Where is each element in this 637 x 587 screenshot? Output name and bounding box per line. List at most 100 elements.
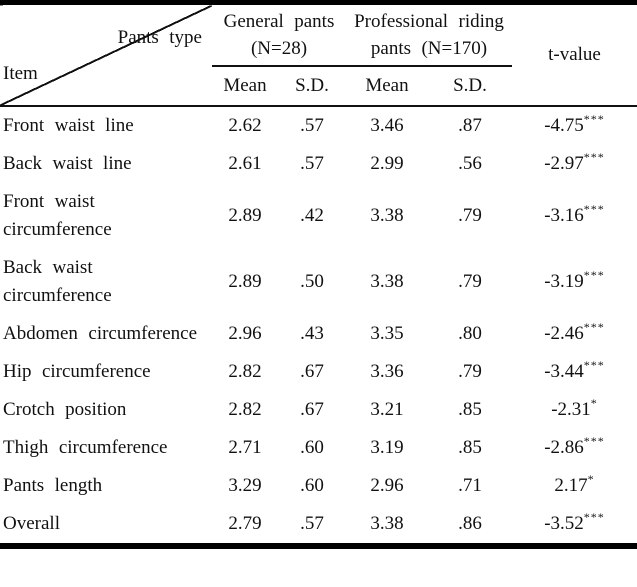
paper-table-figure: Pants type Item General pants (N=28) Pro…: [0, 0, 637, 549]
t-value-number: 2.17: [554, 475, 588, 496]
sd-general-cell: .57: [300, 153, 324, 174]
subheader-sd-general: S.D.: [278, 66, 346, 107]
sd-riding-cell: .86: [458, 513, 482, 534]
t-value-cell: -3.52***: [512, 505, 637, 546]
mean-general-cell: 3.29: [228, 475, 262, 496]
t-value-number: -3.52: [544, 513, 584, 534]
t-value-number: -3.19: [544, 271, 584, 292]
item-label: Pants length: [3, 475, 103, 496]
group-header-riding-pants: Professional riding pants (N=170): [346, 2, 512, 67]
subheader-mean-riding: Mean: [346, 66, 428, 107]
sd-general-cell: .57: [300, 513, 324, 534]
mean-riding-cell: 3.36: [370, 361, 404, 382]
mean-general-cell: 2.96: [228, 323, 262, 344]
t-value-cell: -2.97***: [512, 145, 637, 183]
sd-general-cell: .67: [300, 399, 324, 420]
subheader-sd-riding: S.D.: [428, 66, 512, 107]
item-label: Crotch position: [3, 399, 127, 420]
group-riding-line1: Professional riding: [354, 11, 504, 32]
t-value-cell: -2.46***: [512, 315, 637, 353]
sd-general-cell: .60: [300, 437, 324, 458]
sd-general-cell: .57: [300, 115, 324, 136]
table-row: Pants length 3.29 .60 2.96 .71 2.17*: [0, 467, 637, 505]
significance-stars: ***: [583, 112, 605, 126]
table-row: Front waist circumference 2.89 .42 3.38 …: [0, 183, 637, 249]
sd-general-cell: .60: [300, 475, 324, 496]
table-row: Front waist line 2.62 .57 3.46 .87 -4.75…: [0, 106, 637, 145]
sd-riding-cell: .79: [458, 361, 482, 382]
table-row: Overall 2.79 .57 3.38 .86 -3.52***: [0, 505, 637, 546]
item-label: Abdomen circumference: [3, 323, 198, 344]
t-value-cell: -3.16***: [512, 183, 637, 249]
mean-riding-cell: 3.21: [370, 399, 404, 420]
item-label: Front waist circumference: [3, 191, 112, 240]
mean-riding-cell: 2.96: [370, 475, 404, 496]
tvalue-column-header: t-value: [512, 2, 637, 107]
t-value-cell: -3.19***: [512, 249, 637, 315]
table-row: Back waist circumference 2.89 .50 3.38 .…: [0, 249, 637, 315]
significance-stars: ***: [583, 150, 605, 164]
sd-riding-cell: .85: [458, 399, 482, 420]
item-label: Hip circumference: [3, 361, 151, 382]
t-value-number: -2.97: [544, 153, 584, 174]
table-row: Back waist line 2.61 .57 2.99 .56 -2.97*…: [0, 145, 637, 183]
t-value-number: -3.44: [544, 361, 584, 382]
sd-riding-cell: .71: [458, 475, 482, 496]
mean-general-cell: 2.79: [228, 513, 262, 534]
t-value-number: -2.86: [544, 437, 584, 458]
significance-stars: *: [587, 472, 595, 486]
corner-diagonal-cell: Pants type Item: [0, 2, 212, 107]
item-label: Thigh circumference: [3, 437, 168, 458]
significance-stars: ***: [583, 202, 605, 216]
group-general-line1: General pants: [223, 11, 335, 32]
sd-general-cell: .43: [300, 323, 324, 344]
significance-stars: ***: [583, 510, 605, 524]
item-label: Back waist line: [3, 153, 132, 174]
t-value-cell: -2.31*: [512, 391, 637, 429]
mean-riding-cell: 2.99: [370, 153, 404, 174]
mean-general-cell: 2.89: [228, 205, 262, 226]
mean-riding-cell: 3.38: [370, 513, 404, 534]
mean-general-cell: 2.62: [228, 115, 262, 136]
table-row: Abdomen circumference 2.96 .43 3.35 .80 …: [0, 315, 637, 353]
group-header-general-pants: General pants (N=28): [212, 2, 346, 67]
sd-riding-cell: .79: [458, 205, 482, 226]
sd-riding-cell: .87: [458, 115, 482, 136]
mean-general-cell: 2.89: [228, 271, 262, 292]
corner-item-label: Item: [3, 63, 38, 84]
mean-riding-cell: 3.19: [370, 437, 404, 458]
sd-riding-cell: .80: [458, 323, 482, 344]
sd-general-cell: .67: [300, 361, 324, 382]
mean-general-cell: 2.61: [228, 153, 262, 174]
group-riding-line2: pants (N=170): [370, 38, 488, 59]
significance-stars: ***: [583, 268, 605, 282]
significance-stars: ***: [583, 434, 605, 448]
t-value-cell: -4.75***: [512, 106, 637, 145]
significance-stars: ***: [583, 358, 605, 372]
table-row: Thigh circumference 2.71 .60 3.19 .85 -2…: [0, 429, 637, 467]
item-label: Back waist circumference: [3, 257, 112, 306]
mean-general-cell: 2.82: [228, 399, 262, 420]
table-row: Crotch position 2.82 .67 3.21 .85 -2.31*: [0, 391, 637, 429]
item-label: Overall: [3, 513, 60, 534]
mean-general-cell: 2.71: [228, 437, 262, 458]
fit-evaluation-table: Pants type Item General pants (N=28) Pro…: [0, 0, 637, 549]
table-row: Hip circumference 2.82 .67 3.36 .79 -3.4…: [0, 353, 637, 391]
corner-pants-type-label: Pants type: [117, 27, 202, 48]
mean-riding-cell: 3.38: [370, 205, 404, 226]
t-value-number: -2.31: [551, 399, 591, 420]
mean-riding-cell: 3.35: [370, 323, 404, 344]
t-value-cell: -2.86***: [512, 429, 637, 467]
t-value-number: -2.46: [544, 323, 584, 344]
item-label: Front waist line: [3, 115, 134, 136]
t-value-cell: -3.44***: [512, 353, 637, 391]
t-value-cell: 2.17*: [512, 467, 637, 505]
sd-riding-cell: .79: [458, 271, 482, 292]
sd-riding-cell: .56: [458, 153, 482, 174]
t-value-number: -4.75: [544, 115, 584, 136]
t-value-number: -3.16: [544, 205, 584, 226]
mean-general-cell: 2.82: [228, 361, 262, 382]
sd-general-cell: .42: [300, 205, 324, 226]
significance-stars: *: [590, 396, 598, 410]
group-general-line2: (N=28): [250, 38, 308, 59]
